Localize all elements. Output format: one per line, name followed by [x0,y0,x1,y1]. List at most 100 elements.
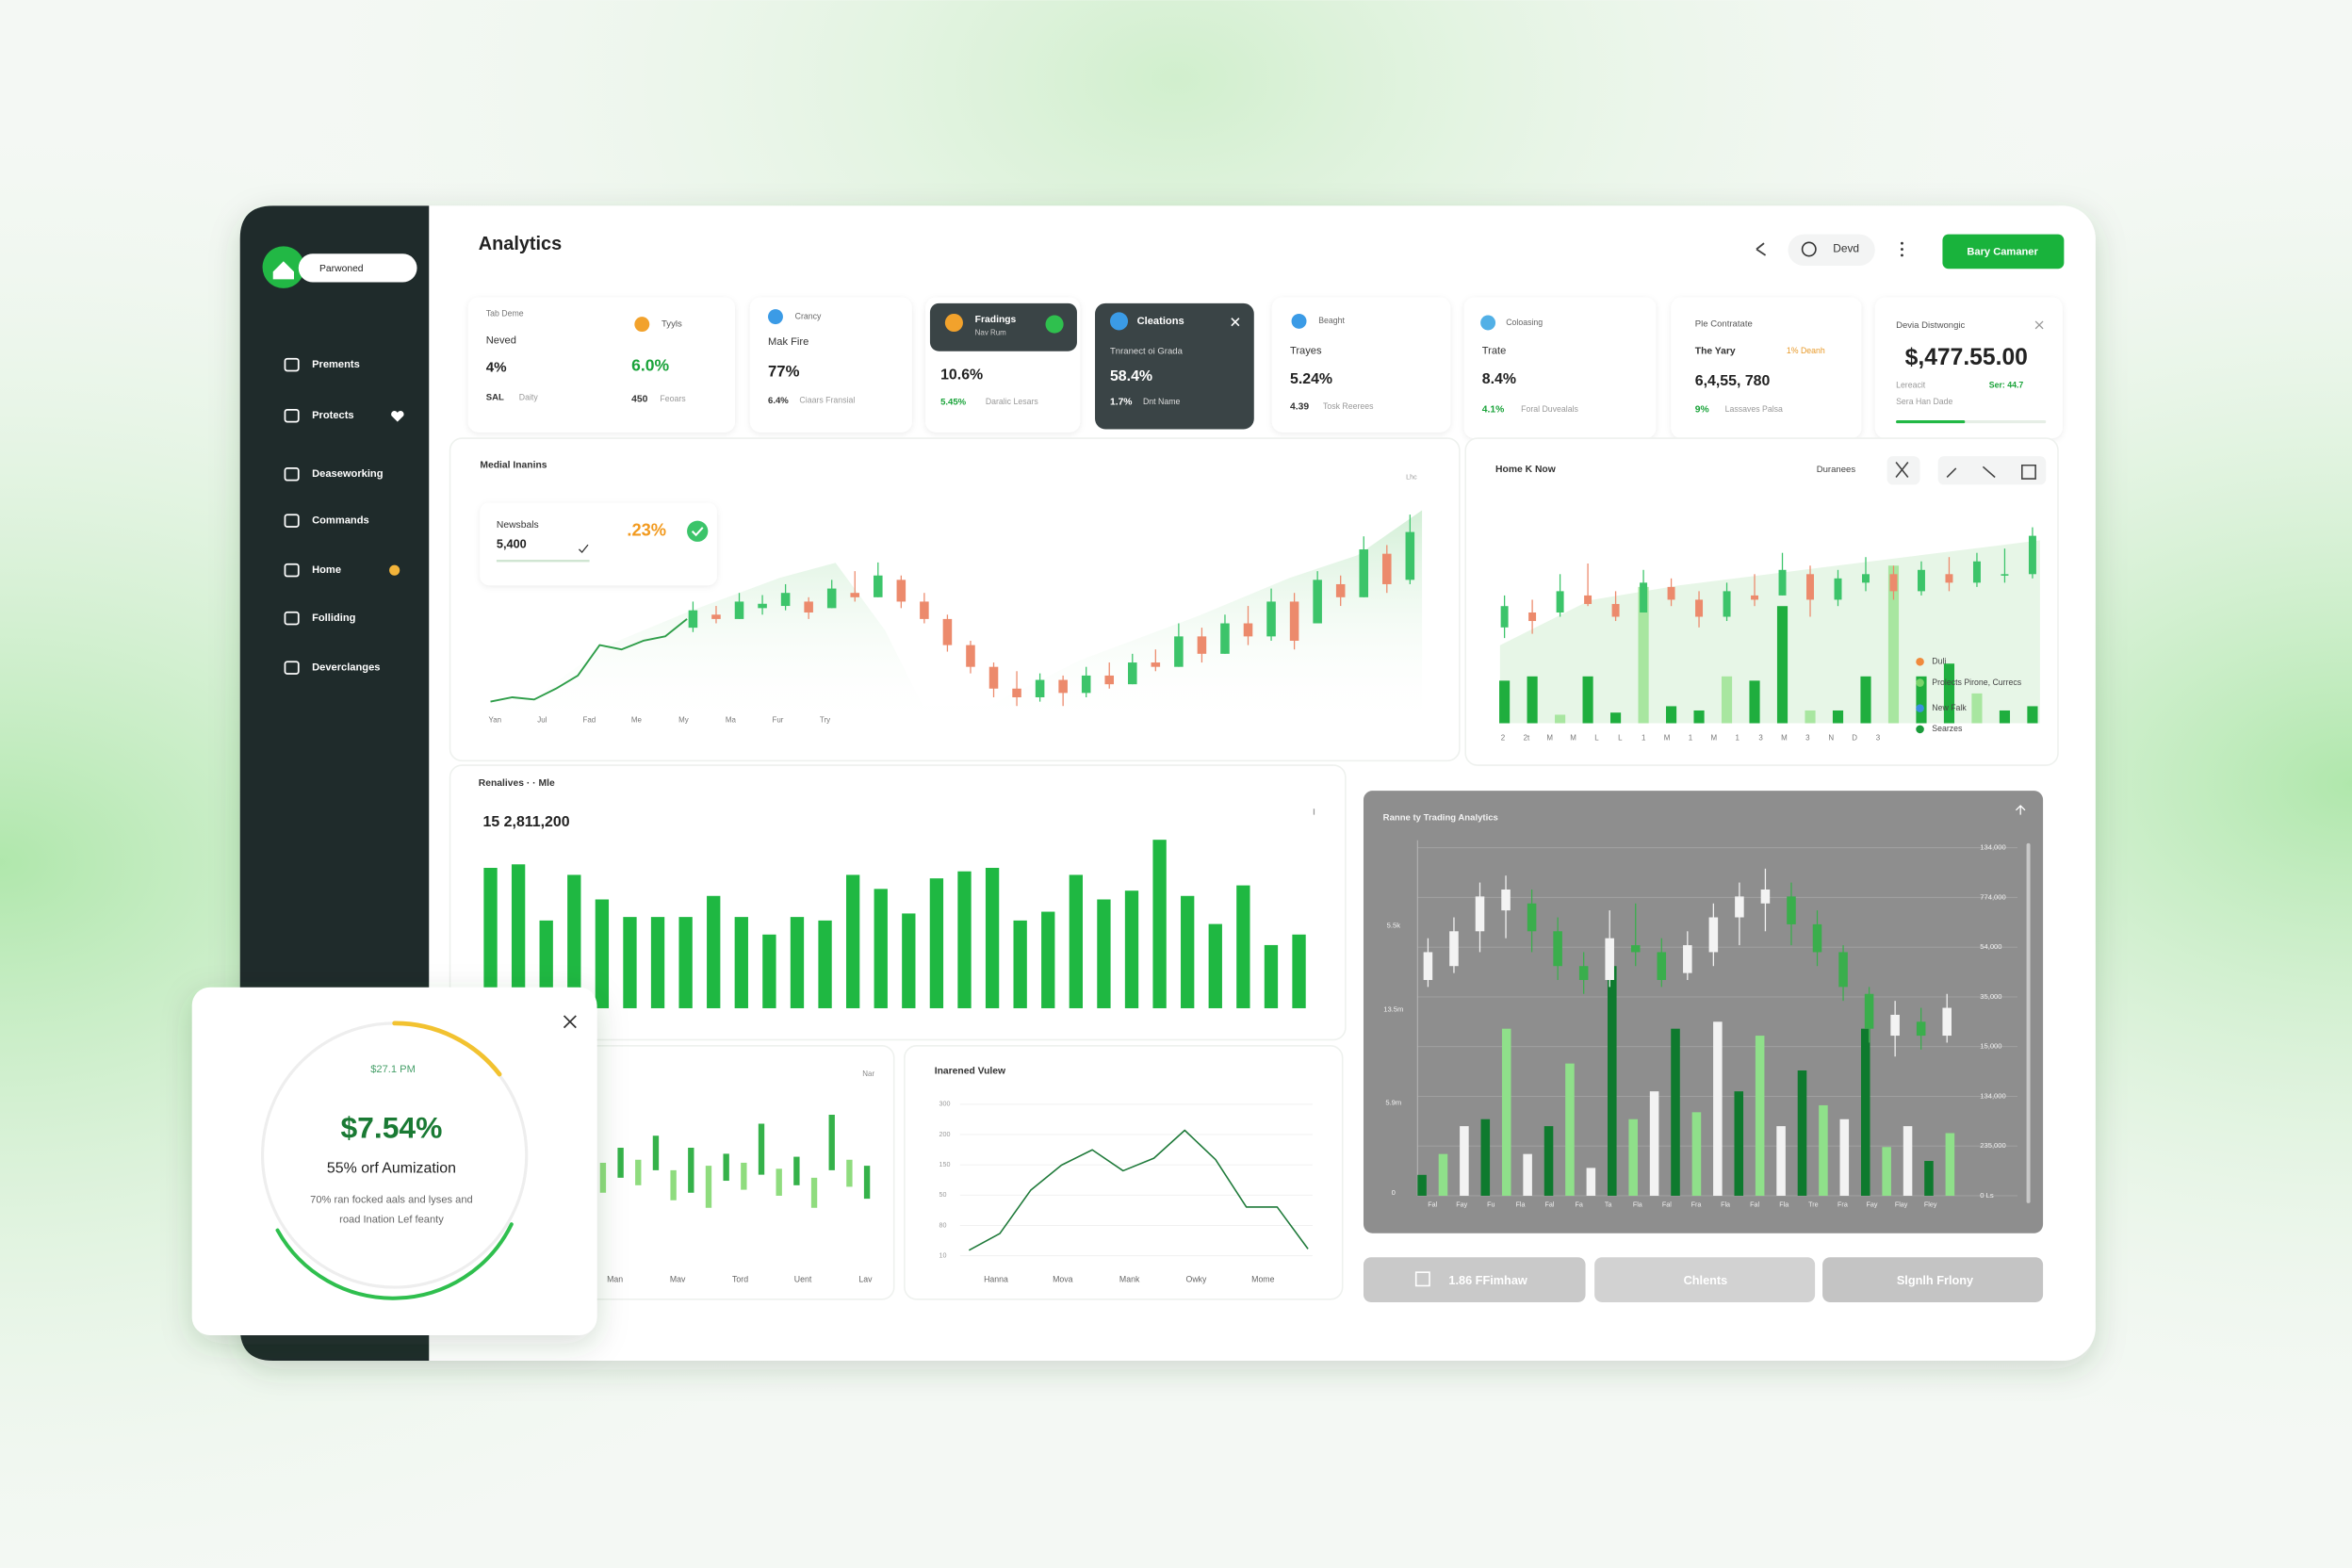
kpi-value: 10.6% [940,367,983,383]
bar [1264,944,1279,1008]
candle-body [1723,591,1731,617]
bar [1527,676,1538,724]
menu-item[interactable]: Deverclanges [312,662,380,674]
popup-text: 70% ran focked aals and lyses and [310,1195,473,1206]
bar [1945,1133,1955,1196]
candle-body [1289,601,1299,641]
heart-icon [391,411,404,422]
bar [1971,693,1983,724]
panel-title: Medial Inanins [480,460,547,470]
menu-item[interactable]: Prements [312,359,360,370]
candle-body [780,593,791,607]
candle-body [850,593,860,597]
x-tick-label: Fra [1838,1200,1848,1208]
kpi-note-a: SAL [486,393,504,403]
action-button[interactable] [1363,1257,1586,1302]
bar [1882,1147,1891,1196]
kpi-card [1271,297,1451,433]
button-label[interactable]: 1.86 FFimhaw [1448,1273,1527,1287]
candle-body [1553,931,1562,967]
close-icon[interactable] [563,1015,577,1029]
menu-icon [284,514,300,528]
panel [449,764,1347,1041]
menu-item[interactable]: Folliding [312,612,356,624]
bar [1417,1174,1427,1196]
candle-body [1917,569,1925,592]
summary-value: 5,400 [497,536,527,550]
x-tick-label: Mova [1053,1274,1073,1283]
kpi-label: Trayes [1290,346,1322,357]
close-icon[interactable] [1231,318,1240,327]
kpi-card [1874,297,2063,439]
x-tick-label: 1 [1642,734,1646,743]
kpi-label: Lereacit [1896,381,1926,390]
bar [1438,1153,1448,1196]
primary-button[interactable] [1942,234,2065,270]
x-tick-label: D [1852,734,1857,743]
candle-body [758,603,767,609]
button-icon [1414,1271,1430,1287]
kpi-note: Ciaars Fransial [799,396,855,405]
candle-body [1708,917,1719,953]
kpi-value: $,477.55.00 [1905,345,2028,370]
user-name[interactable]: Devd [1833,242,1859,255]
play-icon[interactable] [1045,315,1064,334]
menu-icon [284,611,300,626]
icon-button-group[interactable] [1937,456,2047,485]
back-icon[interactable] [1756,242,1767,256]
area-shade [1499,540,2040,724]
bar [650,917,665,1008]
bar [1544,1126,1554,1196]
bar [734,917,748,1008]
action-button[interactable] [1594,1257,1816,1302]
check-icon [578,544,589,554]
kpi-note: Foral Duvealals [1521,404,1578,414]
status-dot [1291,313,1307,329]
candle-body [1630,945,1641,953]
status-dot [944,313,963,333]
panel-control[interactable]: Duranees [1817,465,1856,475]
button-label[interactable]: Slgnlh Frlony [1897,1273,1973,1287]
menu-item[interactable]: Commands [312,515,369,527]
bar [1819,1104,1828,1196]
button-label[interactable]: Bary Camaner [1967,247,2038,258]
button-label[interactable]: Chlents [1684,1273,1728,1287]
bar [1693,710,1705,724]
candle-body [1864,993,1874,1029]
x-tick-label: M [1781,734,1788,743]
action-button[interactable] [1822,1257,2044,1302]
menu-item[interactable]: Home [312,564,341,576]
kpi-value: 77% [768,362,800,380]
x-tick-label: Fur [773,715,784,724]
candle-body [734,601,744,619]
bar [1069,874,1084,1008]
x-tick-label: Fay [1456,1200,1467,1208]
user-pill[interactable] [1788,234,1875,267]
kpi-card [749,297,912,433]
kpi-card [467,297,735,433]
x-tick-label: 1 [1689,734,1693,743]
candle-body [1313,580,1322,624]
bar [985,867,1000,1008]
close-icon[interactable] [2034,320,2044,330]
kpi-change: 1.7% [1110,398,1133,408]
menu-item[interactable]: Deaseworking [312,468,384,480]
candle-body [688,610,698,629]
menu-dot[interactable] [1901,241,1903,245]
x-tick-label: Fla [1633,1200,1642,1208]
bar [1480,1119,1491,1196]
progress-bar [1896,419,1966,424]
candle-body [1889,574,1898,592]
kpi-value: 6,4,55, 780 [1695,373,1771,389]
x-tick-label: Uent [794,1274,812,1283]
bar [902,913,916,1008]
kpi-change: Ser: 44.7 [1989,381,2024,390]
candle-body [1945,574,1953,583]
menu-item[interactable]: Protects [312,410,354,421]
candle-body [1683,945,1692,973]
x-tick-label: 2t [1524,734,1530,743]
kpi-value: 8.4% [1482,371,1516,387]
candle-body [1500,606,1509,628]
kpi-label: Neved [486,335,516,347]
x-tick-label: Man [607,1274,623,1283]
